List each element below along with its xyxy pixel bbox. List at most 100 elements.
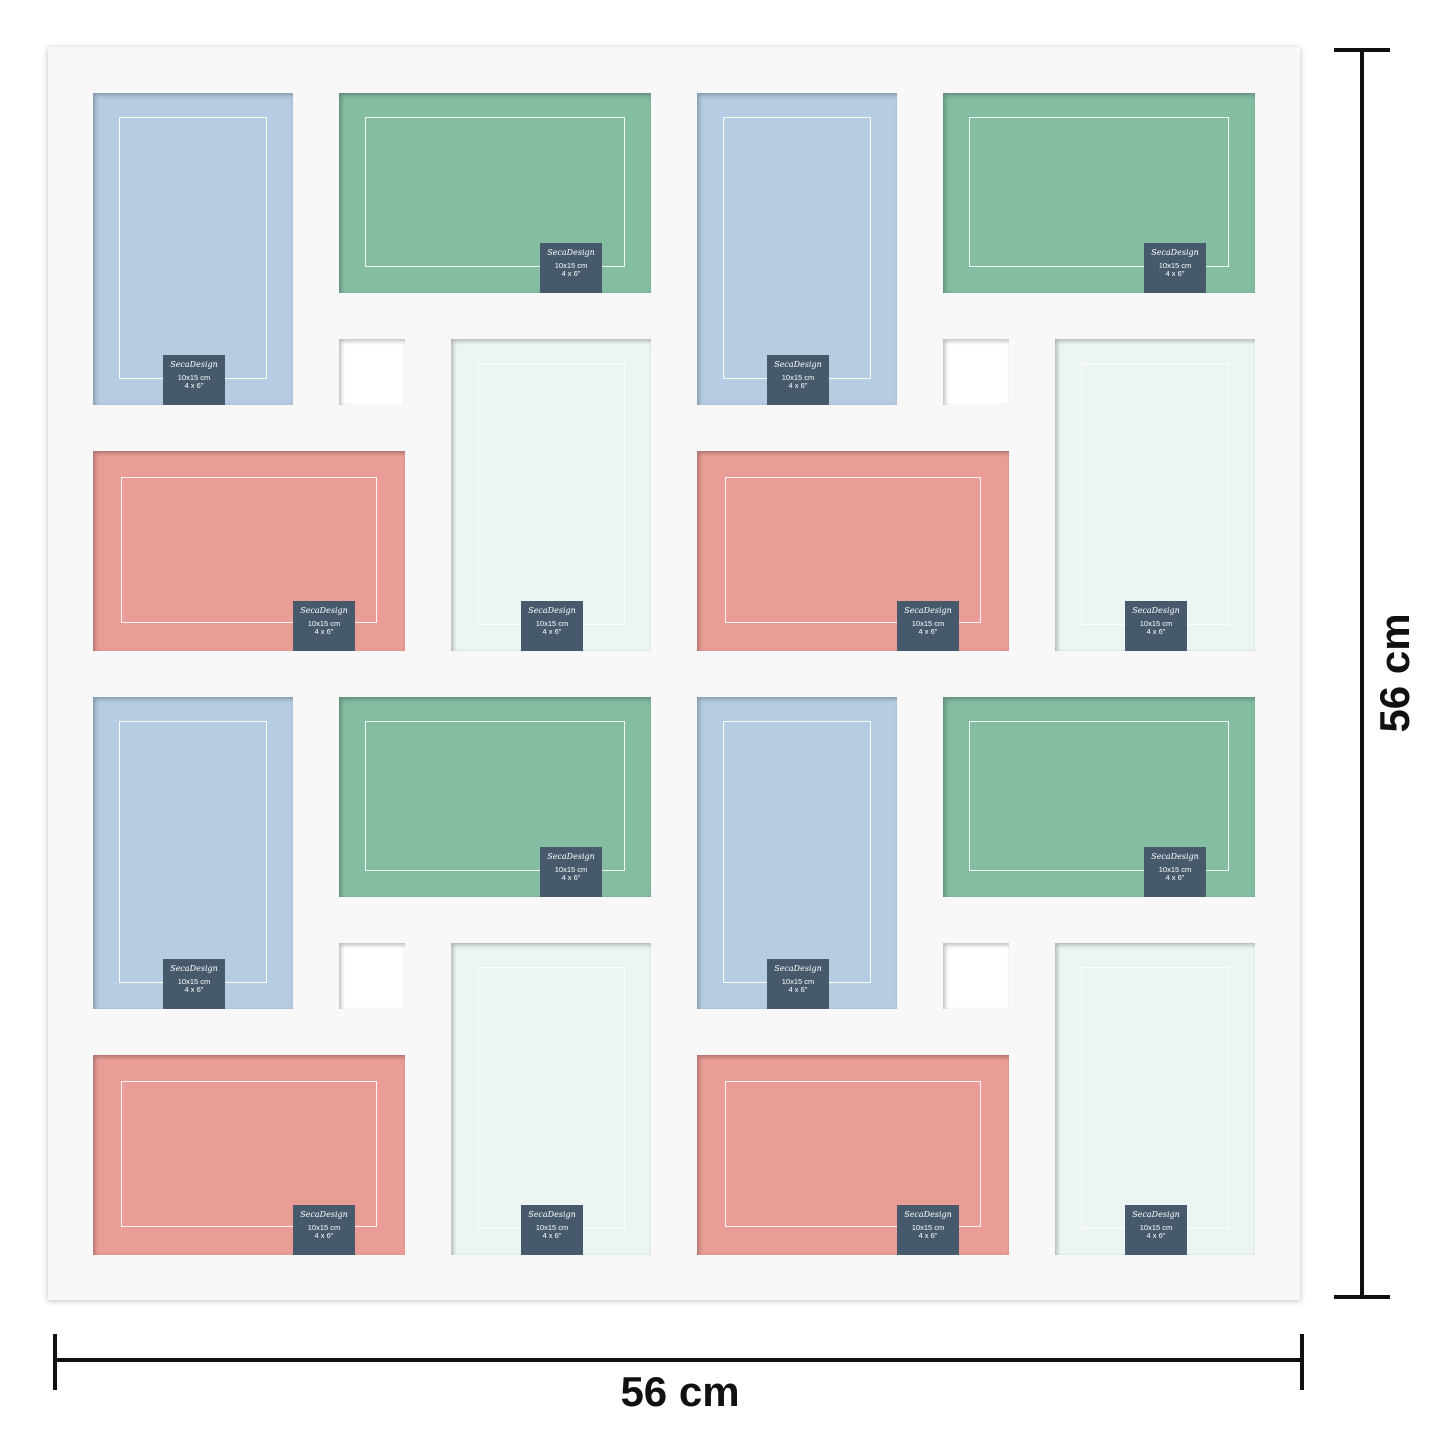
brand-logo: SecaDesign <box>300 606 348 615</box>
photo-outline <box>969 721 1229 871</box>
height-dimension-cap-top <box>1334 48 1390 52</box>
size-label-tag: SecaDesign 10x15 cm 4 x 6" <box>1144 243 1206 293</box>
brand-logo: SecaDesign <box>1132 1210 1180 1219</box>
brand-logo: SecaDesign <box>528 1210 576 1219</box>
brand-logo: SecaDesign <box>528 606 576 615</box>
photo-slot-green: SecaDesign 10x15 cm 4 x 6" <box>339 93 651 293</box>
size-label-tag: SecaDesign 10x15 cm 4 x 6" <box>540 847 602 897</box>
brand-logo: SecaDesign <box>904 1210 952 1219</box>
brand-logo: SecaDesign <box>547 852 595 861</box>
photo-slot-blue: SecaDesign 10x15 cm 4 x 6" <box>697 93 897 405</box>
photo-slot-white <box>339 339 405 405</box>
photo-slot-green: SecaDesign 10x15 cm 4 x 6" <box>339 697 651 897</box>
size-cm-text: 10x15 cm <box>911 1223 945 1232</box>
size-inch-text: 4 x 6" <box>1146 627 1166 636</box>
size-cm-text: 10x15 cm <box>1158 865 1192 874</box>
height-dimension-cap-bottom <box>1334 1295 1390 1299</box>
brand-logo: SecaDesign <box>774 964 822 973</box>
photo-slot-green: SecaDesign 10x15 cm 4 x 6" <box>943 697 1255 897</box>
size-label-tag: SecaDesign 10x15 cm 4 x 6" <box>1144 847 1206 897</box>
size-inch-text: 4 x 6" <box>788 381 808 390</box>
size-cm-text: 10x15 cm <box>781 373 815 382</box>
photo-slot-mint: SecaDesign 10x15 cm 4 x 6" <box>451 943 651 1255</box>
photo-outline <box>725 1081 981 1227</box>
photo-slot-white <box>943 339 1009 405</box>
size-inch-text: 4 x 6" <box>314 627 334 636</box>
size-label-tag: SecaDesign 10x15 cm 4 x 6" <box>1125 601 1187 651</box>
size-label-tag: SecaDesign 10x15 cm 4 x 6" <box>1125 1205 1187 1255</box>
size-label-tag: SecaDesign 10x15 cm 4 x 6" <box>897 1205 959 1255</box>
photo-outline <box>477 363 625 625</box>
photo-slot-green: SecaDesign 10x15 cm 4 x 6" <box>943 93 1255 293</box>
size-cm-text: 10x15 cm <box>307 619 341 628</box>
photo-outline <box>1081 363 1229 625</box>
photo-outline <box>121 1081 377 1227</box>
photo-outline <box>723 721 871 983</box>
size-inch-text: 4 x 6" <box>788 985 808 994</box>
size-cm-text: 10x15 cm <box>911 619 945 628</box>
photo-slot-blue: SecaDesign 10x15 cm 4 x 6" <box>93 697 293 1009</box>
height-dimension-line <box>1360 50 1364 1298</box>
size-cm-text: 10x15 cm <box>177 373 211 382</box>
photo-outline <box>119 117 267 379</box>
brand-logo: SecaDesign <box>547 248 595 257</box>
photo-collage-frame: SecaDesign 10x15 cm 4 x 6" SecaDesign 10x15 … <box>48 47 1300 1300</box>
size-cm-text: 10x15 cm <box>554 261 588 270</box>
size-inch-text: 4 x 6" <box>542 1231 562 1240</box>
brand-logo: SecaDesign <box>1132 606 1180 615</box>
width-dimension-cap-right <box>1300 1334 1304 1390</box>
size-inch-text: 4 x 6" <box>561 873 581 882</box>
photo-slot-red: SecaDesign 10x15 cm 4 x 6" <box>697 1055 1009 1255</box>
photo-slot-red: SecaDesign 10x15 cm 4 x 6" <box>93 451 405 651</box>
photo-slot-red: SecaDesign 10x15 cm 4 x 6" <box>93 1055 405 1255</box>
brand-logo: SecaDesign <box>904 606 952 615</box>
photo-outline <box>365 117 625 267</box>
brand-logo: SecaDesign <box>774 360 822 369</box>
brand-logo: SecaDesign <box>1151 852 1199 861</box>
size-label-tag: SecaDesign 10x15 cm 4 x 6" <box>897 601 959 651</box>
photo-outline <box>1081 967 1229 1229</box>
height-label: 56 cm <box>1371 613 1418 733</box>
size-label-tag: SecaDesign 10x15 cm 4 x 6" <box>293 601 355 651</box>
size-inch-text: 4 x 6" <box>918 1231 938 1240</box>
size-cm-text: 10x15 cm <box>1139 1223 1173 1232</box>
size-label-tag: SecaDesign 10x15 cm 4 x 6" <box>540 243 602 293</box>
brand-logo: SecaDesign <box>1151 248 1199 257</box>
width-dimension-cap-left <box>53 1334 57 1390</box>
size-cm-text: 10x15 cm <box>535 619 569 628</box>
photo-outline <box>477 967 625 1229</box>
photo-slot-blue: SecaDesign 10x15 cm 4 x 6" <box>697 697 897 1009</box>
photo-outline <box>725 477 981 623</box>
photo-outline <box>969 117 1229 267</box>
photo-slot-blue: SecaDesign 10x15 cm 4 x 6" <box>93 93 293 405</box>
size-inch-text: 4 x 6" <box>1146 1231 1166 1240</box>
width-label: 56 cm <box>620 1368 740 1415</box>
size-inch-text: 4 x 6" <box>184 985 204 994</box>
size-cm-text: 10x15 cm <box>1158 261 1192 270</box>
photo-slot-red: SecaDesign 10x15 cm 4 x 6" <box>697 451 1009 651</box>
size-cm-text: 10x15 cm <box>781 977 815 986</box>
size-label-tag: SecaDesign 10x15 cm 4 x 6" <box>767 959 829 1009</box>
photo-slot-mint: SecaDesign 10x15 cm 4 x 6" <box>451 339 651 651</box>
photo-slot-white <box>943 943 1009 1009</box>
width-dimension-line <box>55 1358 1303 1362</box>
size-label-tag: SecaDesign 10x15 cm 4 x 6" <box>767 355 829 405</box>
photo-outline <box>119 721 267 983</box>
size-label-tag: SecaDesign 10x15 cm 4 x 6" <box>163 959 225 1009</box>
photo-slot-white <box>339 943 405 1009</box>
size-cm-text: 10x15 cm <box>177 977 211 986</box>
size-inch-text: 4 x 6" <box>314 1231 334 1240</box>
photo-slot-mint: SecaDesign 10x15 cm 4 x 6" <box>1055 943 1255 1255</box>
size-inch-text: 4 x 6" <box>1165 873 1185 882</box>
photo-slot-mint: SecaDesign 10x15 cm 4 x 6" <box>1055 339 1255 651</box>
size-cm-text: 10x15 cm <box>554 865 588 874</box>
size-cm-text: 10x15 cm <box>1139 619 1173 628</box>
size-label-tag: SecaDesign 10x15 cm 4 x 6" <box>521 1205 583 1255</box>
size-label-tag: SecaDesign 10x15 cm 4 x 6" <box>293 1205 355 1255</box>
size-inch-text: 4 x 6" <box>561 269 581 278</box>
brand-logo: SecaDesign <box>300 1210 348 1219</box>
size-inch-text: 4 x 6" <box>184 381 204 390</box>
photo-outline <box>365 721 625 871</box>
photo-outline <box>121 477 377 623</box>
size-cm-text: 10x15 cm <box>307 1223 341 1232</box>
